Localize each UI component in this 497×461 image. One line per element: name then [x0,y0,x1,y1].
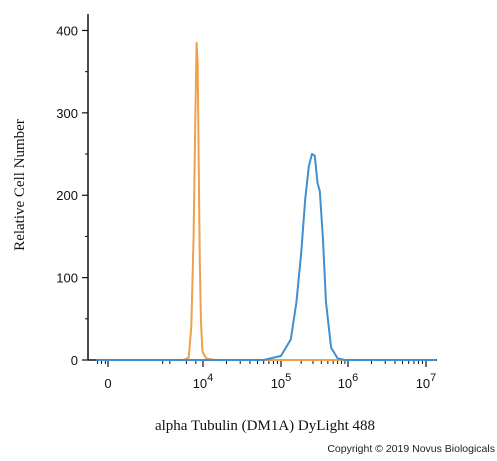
series-layer [96,41,436,361]
x-tick-label: 106 [338,372,359,391]
y-tick-label: 400 [56,23,78,38]
y-tick-label: 200 [56,188,78,203]
copyright-notice: Copyright © 2019 Novus Biologicals [327,443,495,455]
y-tick-label: 0 [71,353,78,368]
series-line-1 [96,41,436,361]
x-tick-label: 105 [271,372,292,391]
series-line-2 [96,153,436,361]
x-axis-title: alpha Tubulin (DM1A) DyLight 488 [155,418,375,434]
y-tick-label: 300 [56,106,78,121]
axes: 0 100 200 300 400 0 104 105 106 107 [56,14,437,391]
x-tick-label: 0 [104,376,111,391]
y-axis-title: Relative Cell Number [12,119,28,251]
y-tick-label: 100 [56,271,78,286]
x-tick-label: 107 [416,372,437,391]
x-tick-label: 104 [193,372,214,391]
